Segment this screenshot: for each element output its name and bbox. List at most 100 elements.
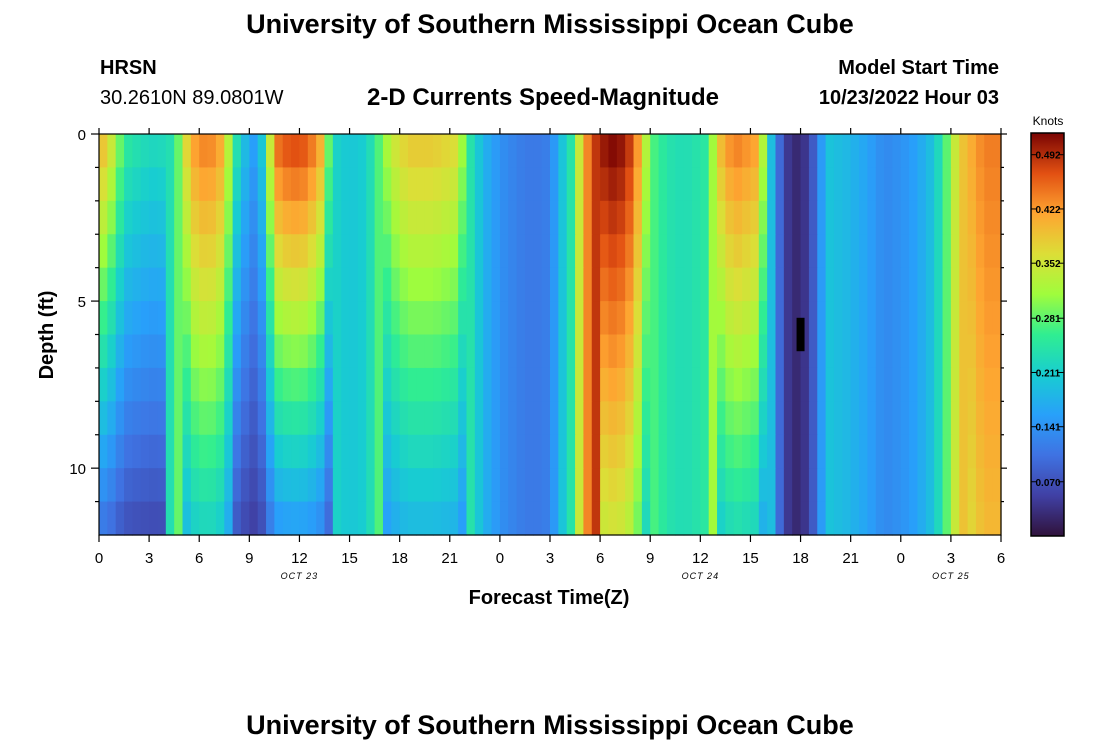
heatmap-cell — [758, 234, 768, 269]
heatmap-cell — [558, 167, 568, 202]
heatmap-cell — [800, 167, 810, 202]
heatmap-cell — [917, 468, 927, 503]
heatmap-cell — [508, 434, 518, 469]
heatmap-cell — [725, 301, 735, 336]
heatmap-cell — [174, 434, 184, 469]
heatmap-cell — [516, 167, 526, 202]
heatmap-cell — [934, 334, 944, 369]
heatmap-cell — [132, 367, 142, 402]
heatmap-cell — [550, 134, 559, 169]
heatmap-cell — [441, 301, 451, 336]
heatmap-cell — [842, 267, 852, 302]
heatmap-cell — [190, 468, 200, 503]
heatmap-cell — [190, 401, 200, 436]
heatmap-cell — [975, 301, 985, 336]
heatmap-cell — [307, 434, 317, 469]
heatmap-cell — [541, 234, 551, 269]
heatmap-cell — [825, 434, 835, 469]
heatmap-cell — [650, 301, 660, 336]
heatmap-cell — [266, 334, 275, 369]
heatmap-cell — [533, 301, 543, 336]
heatmap-cell — [975, 134, 985, 169]
heatmap-cell — [215, 501, 225, 536]
heatmap-cell — [224, 501, 234, 536]
heatmap-cell — [424, 301, 434, 336]
heatmap-cell — [825, 367, 835, 402]
heatmap-cell — [257, 334, 267, 369]
heatmap-cell — [174, 200, 184, 235]
heatmap-cell — [817, 267, 827, 302]
heatmap-cell — [266, 301, 275, 336]
y-tick-label: 10 — [69, 461, 86, 478]
heatmap-cell — [224, 334, 234, 369]
heatmap-cell — [199, 501, 209, 536]
heatmap-cell — [458, 401, 468, 436]
heatmap-cell — [825, 200, 835, 235]
heatmap-cell — [291, 301, 301, 336]
heatmap-cell — [207, 434, 217, 469]
heatmap-cell — [249, 334, 259, 369]
heatmap-cell — [132, 267, 142, 302]
heatmap-cell — [332, 134, 342, 169]
heatmap-cell — [441, 434, 451, 469]
x-tick-label: 3 — [546, 550, 554, 567]
heatmap-cell — [616, 267, 626, 302]
heatmap-cell — [508, 200, 518, 235]
heatmap-cell — [817, 134, 827, 169]
heatmap-cell — [884, 501, 894, 536]
heatmap-cell — [608, 267, 618, 302]
heatmap-cell — [224, 267, 234, 302]
heatmap-cell — [767, 468, 777, 503]
heatmap-cell — [99, 167, 108, 202]
heatmap-cell — [449, 334, 459, 369]
heatmap-cell — [149, 200, 159, 235]
heatmap-cell — [374, 134, 384, 169]
heatmap-cell — [792, 200, 802, 235]
heatmap-cell — [750, 334, 760, 369]
heatmap-cell — [708, 267, 718, 302]
heatmap-cell — [992, 134, 1002, 169]
heatmap-cell — [758, 367, 768, 402]
heatmap-cell — [274, 401, 284, 436]
heatmap-cell — [483, 301, 493, 336]
heatmap-cell — [833, 401, 843, 436]
heatmap-cell — [616, 200, 626, 235]
heatmap-cell — [950, 334, 960, 369]
heatmap-cell — [282, 167, 292, 202]
heatmap-cell — [700, 468, 710, 503]
heatmap-cell — [959, 234, 969, 269]
heatmap-cell — [600, 167, 610, 202]
heatmap-cell — [658, 301, 668, 336]
heatmap-cell — [566, 134, 576, 169]
heatmap-cell — [408, 501, 417, 536]
heatmap-cell — [583, 134, 593, 169]
heatmap-cell — [850, 501, 860, 536]
heatmap-cell — [207, 334, 217, 369]
heatmap-cell — [291, 468, 301, 503]
heatmap-cell — [742, 367, 752, 402]
heatmap-cell — [424, 234, 434, 269]
heatmap-cell — [742, 301, 752, 336]
heatmap-cell — [433, 267, 443, 302]
heatmap-cell — [575, 167, 585, 202]
heatmap-cell — [316, 301, 326, 336]
heatmap-cell — [666, 200, 676, 235]
heatmap-cell — [884, 167, 894, 202]
heatmap-cell — [140, 367, 150, 402]
heatmap-cell — [892, 401, 902, 436]
heatmap-cell — [357, 134, 367, 169]
heatmap-cell — [408, 301, 417, 336]
heatmap-cell — [274, 367, 284, 402]
heatmap-cell — [474, 134, 484, 169]
heatmap-cell — [850, 468, 860, 503]
heatmap-cell — [575, 468, 585, 503]
heatmap-cell — [399, 134, 409, 169]
heatmap-cell — [808, 434, 818, 469]
heatmap-cell — [408, 401, 417, 436]
heatmap-cell — [925, 501, 935, 536]
heatmap-cell — [165, 234, 175, 269]
heatmap-cell — [892, 234, 902, 269]
heatmap-cell — [925, 234, 935, 269]
heatmap-cell — [884, 234, 894, 269]
heatmap-cell — [733, 501, 743, 536]
